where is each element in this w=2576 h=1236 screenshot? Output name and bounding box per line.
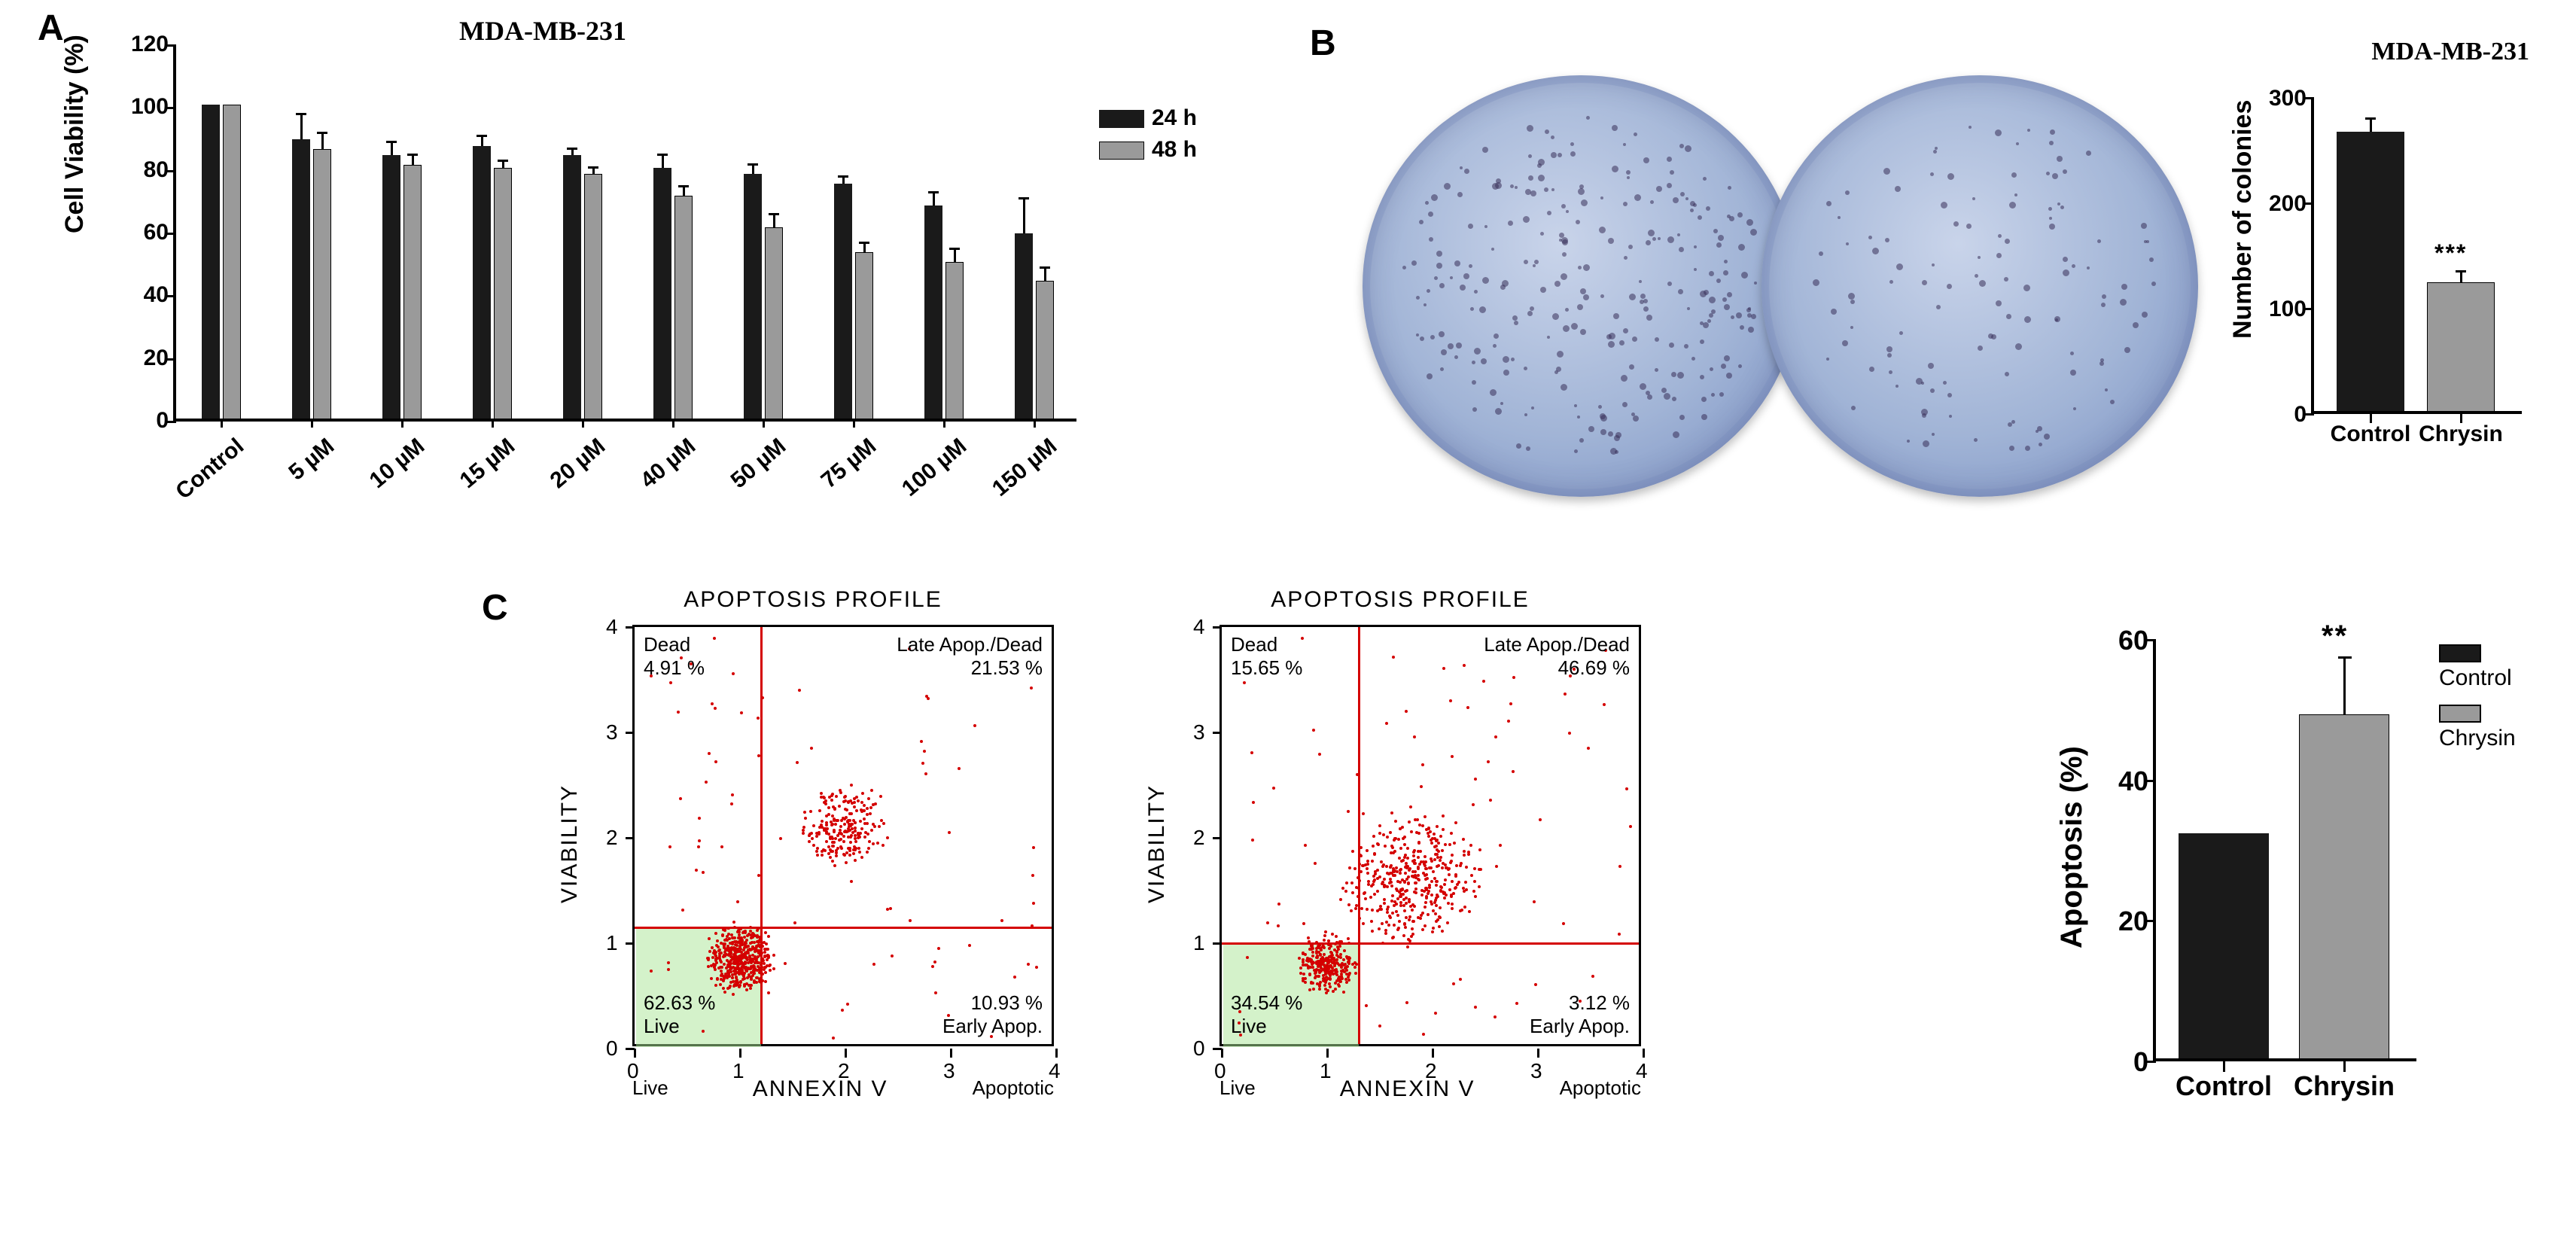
panel-a-title: MDA-MB-231 [459,15,626,47]
flow-chrysin: APOPTOSIS PROFILEVIABILITY0011223344Dead… [1137,587,1664,1159]
apop-ylabel: Apoptosis (%) [2055,746,2089,948]
panel-a-xlabel: 15 µM [440,434,520,507]
panel-a-legend: 24 h 48 h [1099,105,1197,163]
panel-a-xlabel: 20 µM [531,434,611,507]
apop-legend: Control Chrysin [2439,640,2516,751]
apop-legend-chrysin: Chrysin [2439,726,2516,750]
colony-plot: 0100200300ControlChrysin*** [2311,98,2522,414]
apop-plot: 0204060Control**Chrysin [2153,640,2416,1061]
colony-title: MDA-MB-231 [2371,38,2529,66]
panel-a-xlabel: Control [169,434,249,507]
colony-ylabel: Number of colonies [2228,100,2258,339]
panel-a-xlabel: 5 µM [260,434,340,507]
legend-24h: 24 h [1152,105,1197,130]
panel-b-label: B [1310,23,1336,64]
panel-b: B MDA-MB-231 Number of colonies 01002003… [1310,23,2552,519]
panel-a-xlabel: 100 µM [892,434,972,507]
apop-legend-control: Control [2439,665,2512,690]
panel-a-xlabel: 40 µM [621,434,701,507]
panel-a-plot: 020406080100120Control5 µM10 µM15 µM20 µ… [173,45,1076,422]
panel-c: C APOPTOSIS PROFILEVIABILITY0011223344De… [482,587,2552,1219]
colony-chart: MDA-MB-231 Number of colonies 0100200300… [2221,38,2537,504]
legend-48h: 48 h [1152,137,1197,162]
panel-a-xlabel: 150 µM [982,434,1062,507]
apoptosis-chart: Apoptosis (%) 0204060Control**Chrysin Co… [2040,610,2492,1182]
panel-a-xlabel: 10 µM [350,434,430,507]
dish-control [1363,75,1799,497]
panel-a-xlabel: 75 µM [802,434,882,507]
flow-control: APOPTOSIS PROFILEVIABILITY0011223344Dead… [550,587,1076,1159]
dish-chrysin [1761,75,2198,497]
panel-c-label: C [482,587,508,629]
panel-a: A MDA-MB-231 Cell Viability (%) 02040608… [38,8,1242,519]
panel-a-xlabel: 50 µM [711,434,791,507]
panel-a-ylabel: Cell Viability (%) [60,35,90,233]
